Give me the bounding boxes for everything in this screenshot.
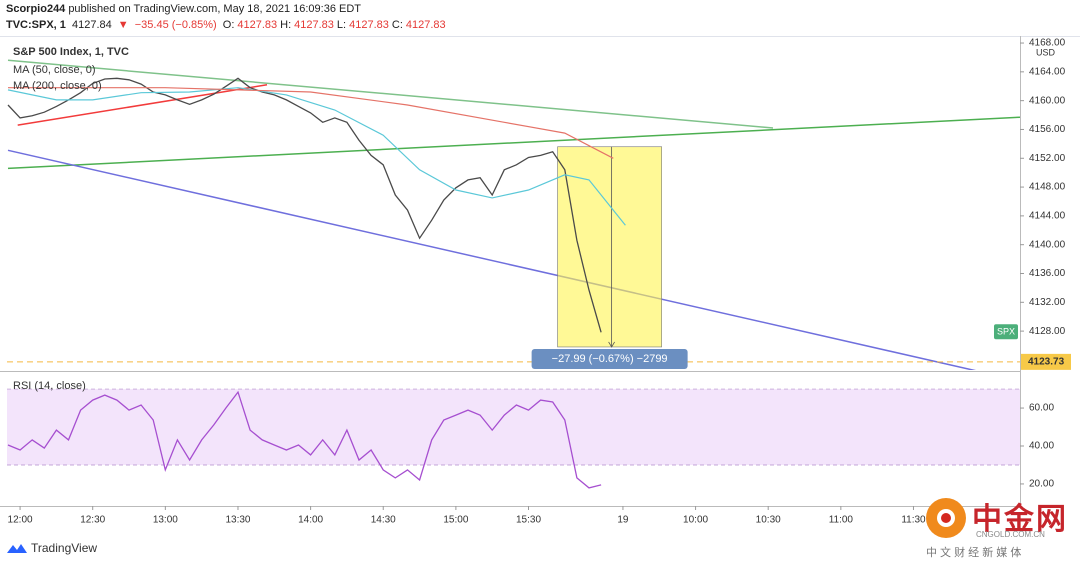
trend-line	[7, 116, 1020, 170]
x-tick-label: 15:30	[516, 515, 541, 526]
y-tick-label: 4148.00	[1029, 182, 1066, 193]
ohlc: O: 4127.83 H: 4127.83 L: 4127.83 C: 4127.83	[223, 19, 449, 31]
y-tick-label: 4164.00	[1029, 66, 1066, 77]
pane-separator	[0, 371, 1020, 372]
measure-label-bg	[531, 348, 688, 369]
x-tick-label: 11:00	[829, 515, 854, 526]
x-tick-label: 14:00	[298, 515, 323, 526]
x-tick-label: 10:30	[756, 515, 781, 526]
pane-title: RSI (14, close)	[13, 380, 86, 392]
watermark-slogan: 中 文 财 经 新 媒 体	[926, 547, 1022, 559]
author: Scorpio244	[6, 3, 66, 15]
ohlc-key: L:	[336, 19, 347, 31]
y-tick-label: 4136.00	[1029, 268, 1066, 279]
pane	[7, 388, 1020, 489]
watermark-site: CNGOLD.COM.CN	[976, 530, 1045, 539]
change-arrow: ▼	[117, 19, 129, 31]
series-line	[7, 77, 602, 333]
series-line	[7, 390, 602, 489]
measure-arrow-head	[608, 341, 615, 348]
legend-entry: MA (50, close, 0)	[13, 64, 96, 76]
change: −35.45 (−0.85%)	[134, 19, 217, 31]
x-tick-label: 15:00	[443, 515, 468, 526]
ohlc-key: H:	[280, 19, 292, 31]
y-tick-label: 4156.00	[1029, 124, 1066, 135]
y-tick-label: 60.00	[1029, 403, 1054, 414]
rsi-band	[7, 389, 1020, 465]
footer: TradingView	[6, 541, 97, 555]
y-tick-label: 4160.00	[1029, 95, 1066, 106]
publish-line: Scorpio244 published on TradingView.com, …	[6, 3, 364, 15]
y-tick-label: 4168.00	[1029, 38, 1066, 49]
symbol: TVC:SPX, 1	[6, 19, 66, 31]
quote-line: TVC:SPX, 1 4127.84 ▼ −35.45 (−0.85%) O: 4…	[6, 19, 452, 31]
ohlc-value: 4127.83	[349, 19, 389, 31]
trend-line	[7, 59, 774, 129]
price-label-bg	[1021, 353, 1071, 370]
series-line	[8, 87, 614, 159]
x-tick-label: 13:30	[225, 515, 250, 526]
ohlc-key: C:	[391, 19, 403, 31]
brand-logo	[7, 544, 27, 553]
ohlc-key: O:	[222, 19, 235, 31]
watermark-logo	[926, 498, 966, 538]
ohlc-value: 4127.83	[294, 19, 334, 31]
trend-line	[17, 84, 268, 126]
currency: USD	[1036, 47, 1056, 57]
x-tick-label: 10:00	[683, 515, 708, 526]
time-axis-line	[0, 506, 1020, 507]
trend-line	[7, 149, 977, 370]
x-tick-label: 12:30	[80, 515, 105, 526]
x-tick-label: 19	[617, 515, 629, 526]
y-tick-label: 4132.00	[1029, 297, 1066, 308]
series-line	[7, 87, 626, 226]
price-axis-line	[1020, 36, 1021, 506]
x-tick-label: 12:00	[8, 515, 33, 526]
measure-box	[557, 146, 662, 348]
y-tick-label: 4140.00	[1029, 239, 1066, 250]
y-tick-label: 4128.00	[1029, 326, 1066, 337]
y-tick-label: 40.00	[1029, 441, 1054, 452]
legend-entry: MA (200, close, 0)	[13, 80, 102, 92]
published: published on TradingView.com, May 18, 20…	[68, 3, 362, 15]
x-tick-label: 13:00	[153, 515, 178, 526]
price-label: 4123.73	[1028, 357, 1065, 368]
y-tick-label: 4152.00	[1029, 153, 1066, 164]
x-tick-label: 11:30	[901, 515, 926, 526]
y-tick-label: 20.00	[1029, 479, 1054, 490]
ohlc-value: 4127.83	[405, 19, 446, 31]
y-tick-label: 4144.00	[1029, 211, 1066, 222]
pane	[7, 59, 1020, 370]
watermark: 中金网 CNGOLD.COM.CN 中 文 财 经 新 媒 体	[920, 492, 1078, 564]
ohlc-value: 4127.83	[237, 19, 278, 31]
pane-title: S&P 500 Index, 1, TVC	[13, 46, 129, 58]
x-tick-label: 14:30	[371, 515, 396, 526]
pane-border	[0, 36, 1080, 37]
watermark-name: 中金网	[972, 503, 1068, 536]
measure-label: −27.99 (−0.67%) −2799	[552, 353, 668, 365]
plot-layer: 4123.73 −27.99 (−0.67%) −2799 4128.00 4132.…	[7, 38, 1071, 526]
series-tag-bg	[994, 324, 1018, 340]
brand: TradingView	[31, 541, 98, 555]
series-tag: SPX	[997, 327, 1015, 337]
last-price: 4127.84	[71, 19, 112, 31]
